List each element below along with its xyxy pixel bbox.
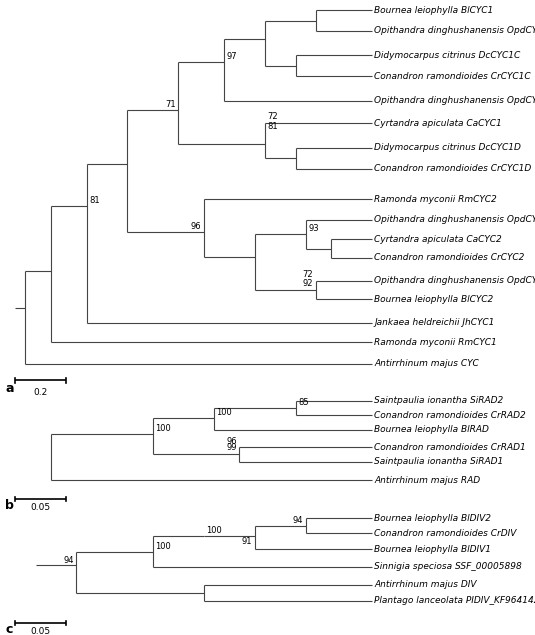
Text: Sinnigia speciosa SSF_00005898: Sinnigia speciosa SSF_00005898 [374, 563, 522, 572]
Text: Antirrhinum majus DIV: Antirrhinum majus DIV [374, 580, 477, 589]
Text: Antirrhinum majus RAD: Antirrhinum majus RAD [374, 476, 480, 485]
Text: Opithandra dinghushanensis OpdCYC2B: Opithandra dinghushanensis OpdCYC2B [374, 276, 535, 285]
Text: 94: 94 [293, 516, 303, 525]
Text: Opithandra dinghushanensis OpdCYC1D: Opithandra dinghushanensis OpdCYC1D [374, 97, 535, 105]
Text: 96: 96 [190, 222, 201, 231]
Text: 94: 94 [63, 556, 74, 565]
Text: Conandron ramondioides CrCYC1D: Conandron ramondioides CrCYC1D [374, 164, 532, 173]
Text: 0.05: 0.05 [30, 504, 51, 512]
Text: Bournea leiophylla BlCYC2: Bournea leiophylla BlCYC2 [374, 295, 494, 304]
Text: Conandron ramondioides CrRAD2: Conandron ramondioides CrRAD2 [374, 411, 526, 420]
Text: Cyrtandra apiculata CaCYC2: Cyrtandra apiculata CaCYC2 [374, 235, 502, 244]
Text: Plantago lanceolata PIDIV_KF964142: Plantago lanceolata PIDIV_KF964142 [374, 596, 535, 605]
Text: Bournea leiophylla BlDIV2: Bournea leiophylla BlDIV2 [374, 514, 492, 523]
Text: Jankaea heldreichii JhCYC1: Jankaea heldreichii JhCYC1 [374, 318, 495, 327]
Text: 91: 91 [242, 537, 252, 545]
Text: Cyrtandra apiculata CaCYC1: Cyrtandra apiculata CaCYC1 [374, 119, 502, 128]
Text: 99: 99 [226, 443, 237, 452]
Text: Bournea leiophylla BlCYC1: Bournea leiophylla BlCYC1 [374, 6, 494, 15]
Text: 72: 72 [303, 269, 314, 279]
Text: Opithandra dinghushanensis OpdCYC1C: Opithandra dinghushanensis OpdCYC1C [374, 26, 535, 36]
Text: 81: 81 [268, 121, 278, 131]
Text: 81: 81 [89, 196, 100, 204]
Text: Ramonda myconii RmCYC2: Ramonda myconii RmCYC2 [374, 195, 497, 204]
Text: 100: 100 [155, 424, 171, 434]
Text: Conandron ramondioides CrCYC1C: Conandron ramondioides CrCYC1C [374, 72, 531, 81]
Text: Bournea leiophylla BlDIV1: Bournea leiophylla BlDIV1 [374, 545, 492, 554]
Text: 100: 100 [217, 408, 232, 417]
Text: 0.05: 0.05 [30, 627, 51, 635]
Text: Opithandra dinghushanensis OpdCYC2A: Opithandra dinghushanensis OpdCYC2A [374, 215, 535, 224]
Text: Conandron ramondioides CrRAD1: Conandron ramondioides CrRAD1 [374, 443, 526, 451]
Text: c: c [5, 623, 12, 635]
Text: a: a [5, 382, 13, 396]
Text: 71: 71 [165, 100, 176, 109]
Text: Didymocarpus citrinus DcCYC1C: Didymocarpus citrinus DcCYC1C [374, 51, 521, 60]
Text: 72: 72 [268, 112, 278, 121]
Text: Saintpaulia ionantha SiRAD1: Saintpaulia ionantha SiRAD1 [374, 457, 504, 466]
Text: b: b [5, 499, 14, 512]
Text: Antirrhinum majus CYC: Antirrhinum majus CYC [374, 359, 479, 368]
Text: 96: 96 [226, 437, 237, 446]
Text: Conandron ramondioides CrCYC2: Conandron ramondioides CrCYC2 [374, 253, 525, 262]
Text: 100: 100 [207, 526, 222, 535]
Text: 85: 85 [298, 398, 309, 408]
Text: Didymocarpus citrinus DcCYC1D: Didymocarpus citrinus DcCYC1D [374, 144, 522, 152]
Text: 92: 92 [303, 279, 314, 288]
Text: Saintpaulia ionantha SiRAD2: Saintpaulia ionantha SiRAD2 [374, 396, 504, 405]
Text: Ramonda myconii RmCYC1: Ramonda myconii RmCYC1 [374, 338, 497, 347]
Text: 100: 100 [155, 542, 171, 551]
Text: 97: 97 [227, 51, 238, 60]
Text: 93: 93 [308, 224, 319, 233]
Text: Conandron ramondioides CrDIV: Conandron ramondioides CrDIV [374, 528, 517, 537]
Text: 0.2: 0.2 [34, 389, 48, 398]
Text: Bournea leiophylla BlRAD: Bournea leiophylla BlRAD [374, 425, 490, 434]
